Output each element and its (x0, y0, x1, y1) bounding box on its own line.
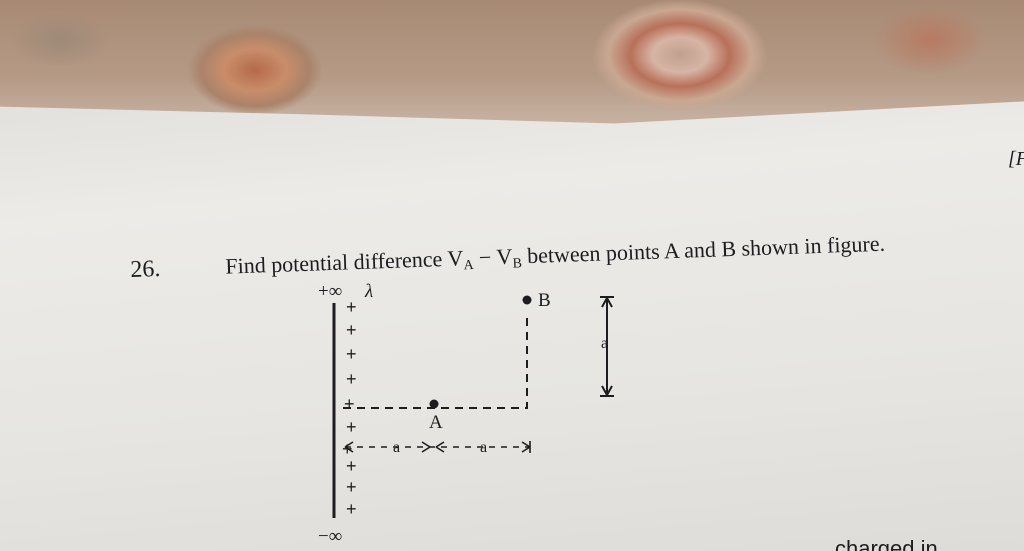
charge-sign: + (346, 369, 357, 389)
point-b-label: B (538, 290, 551, 311)
dashed-path (343, 312, 528, 409)
arrowheads (344, 441, 531, 453)
subscript: B (512, 256, 522, 271)
charge-sign: + (346, 417, 357, 437)
charge-sign: + (346, 477, 357, 497)
arrowheads (600, 296, 614, 397)
cloth-background (0, 0, 1024, 124)
figure-labels: +∞ λ −∞ B A a a a (318, 281, 608, 547)
subscript: A (463, 258, 475, 273)
figure (332, 295, 614, 518)
distance-label: a (393, 439, 400, 456)
bottom-text: charged in (835, 536, 938, 551)
text: V (447, 245, 464, 271)
point-a-label: A (429, 412, 443, 433)
text: − (473, 244, 497, 270)
question: 26. Find potential difference VA − VB be… (130, 231, 886, 283)
point-a (429, 399, 439, 409)
charge-sign: + (344, 394, 355, 414)
question-number: 26. (130, 256, 161, 283)
charge-sign: + (346, 499, 357, 519)
point-b (522, 295, 532, 305)
charge-sign: + (346, 456, 357, 476)
text: V (496, 244, 513, 270)
charge-sign: + (346, 297, 357, 317)
text: between points A and B shown in figure. (521, 231, 885, 269)
charge-sign: + (346, 320, 357, 340)
text: Find potential difference (225, 246, 448, 279)
margin-text: [F (1008, 148, 1024, 170)
distance-label: a (480, 439, 487, 456)
distance-label: a (601, 335, 608, 352)
charge-sign: + (342, 439, 353, 459)
charge-label: λ (364, 281, 373, 302)
top-label: +∞ (318, 281, 342, 302)
charge-sign: + (346, 344, 357, 364)
bottom-label: −∞ (318, 526, 342, 547)
question-text: Find potential difference VA − VB betwee… (225, 231, 886, 282)
